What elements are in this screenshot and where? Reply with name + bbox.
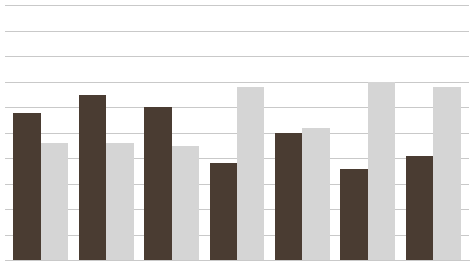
Bar [172, 146, 199, 260]
Bar [433, 87, 461, 260]
Bar [237, 87, 264, 260]
Bar [406, 156, 433, 260]
Bar [13, 113, 41, 260]
Bar [302, 128, 330, 260]
Bar [144, 107, 172, 260]
Bar [106, 143, 134, 260]
Bar [210, 164, 237, 260]
Bar [368, 82, 395, 260]
Bar [79, 95, 106, 260]
Bar [41, 143, 68, 260]
Bar [340, 169, 368, 260]
Bar [275, 133, 302, 260]
